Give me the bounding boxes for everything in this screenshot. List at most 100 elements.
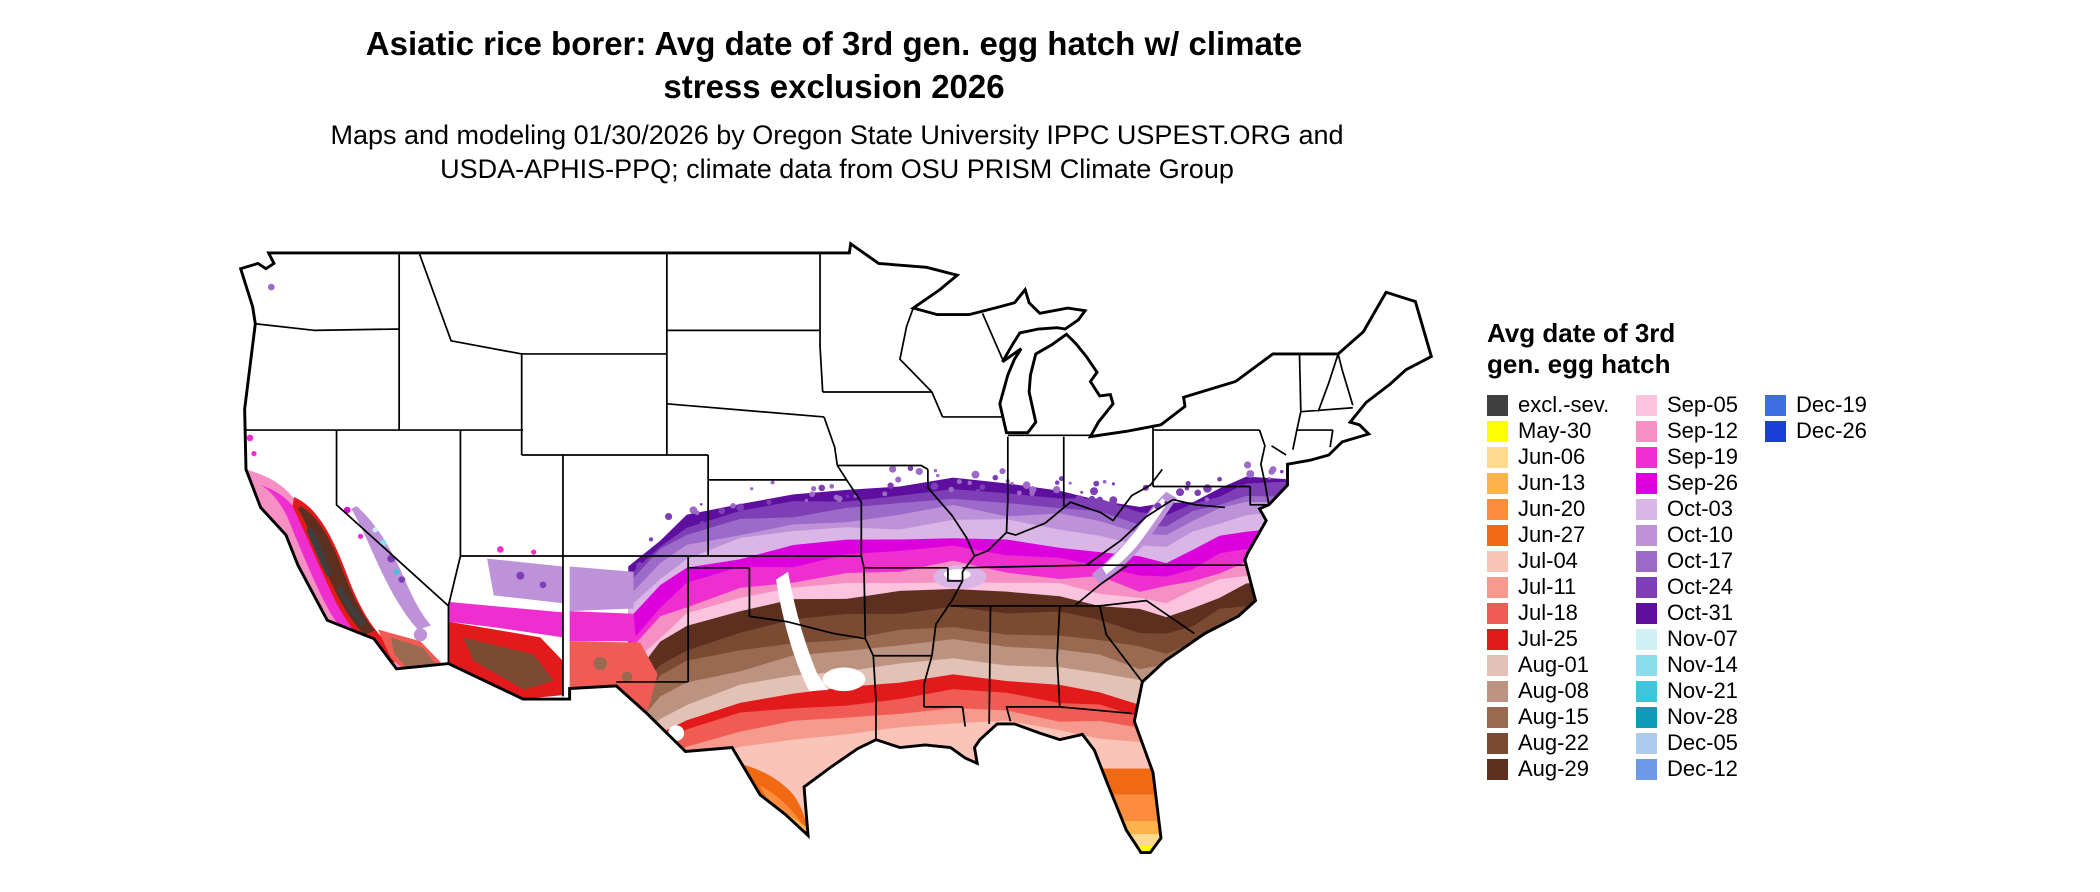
speckle (1102, 479, 1107, 484)
legend-item: Jun-27 (1487, 522, 1636, 548)
nm-brown-patch (593, 657, 607, 671)
legend-item: excl.-sev. (1487, 392, 1636, 418)
sierra-cyan-dot (393, 569, 400, 575)
legend-swatch (1487, 394, 1508, 416)
llano-white-tongue (776, 571, 829, 692)
sierra-cyan-dot (372, 527, 378, 533)
puget-purple-dot (267, 283, 275, 291)
speckle (818, 484, 826, 492)
legend-item: Jul-04 (1487, 548, 1636, 574)
nv-magenta-dot (343, 506, 351, 514)
legend-label: Sep-12 (1667, 418, 1738, 443)
speckle (1368, 461, 1377, 469)
legend-column: Sep-05 Sep-12 Sep-19 Sep-26 Oct-03 Oct-10 Oct-… (1636, 392, 1765, 782)
speckle (829, 483, 835, 489)
speckle (1194, 489, 1202, 497)
norcal-coast-dot (251, 451, 257, 457)
state-borders (244, 252, 1354, 740)
speckle (636, 562, 644, 570)
legend-item: Oct-31 (1636, 600, 1765, 626)
speckle (889, 465, 897, 473)
legend-item: Jun-13 (1487, 470, 1636, 496)
legend-label: Aug-29 (1518, 756, 1589, 781)
nm-south-red (569, 641, 658, 714)
legend-swatch (1487, 524, 1508, 546)
title-line-2: stress exclusion 2026 (663, 68, 1005, 105)
speckle (1010, 481, 1014, 486)
nm-mid-magenta (569, 611, 637, 642)
az-north-purple (487, 558, 563, 604)
legend-label: May-30 (1518, 418, 1592, 443)
nm-brown-patch (621, 671, 633, 682)
legend-item: Sep-19 (1636, 444, 1765, 470)
speckle (1058, 476, 1065, 482)
speckle (887, 482, 894, 489)
legend-label: Nov-14 (1667, 652, 1738, 677)
speckle (882, 491, 888, 497)
legend-swatch (1487, 602, 1508, 624)
speckle (1109, 496, 1118, 505)
speckle (1075, 495, 1084, 504)
speckle (750, 487, 754, 491)
legend-label: Jul-25 (1518, 626, 1578, 651)
legend-label: Dec-05 (1667, 730, 1738, 755)
legend-item: Nov-28 (1636, 704, 1765, 730)
ca-exclusion-patch-2 (336, 584, 366, 627)
legend-swatch (1487, 706, 1508, 728)
speckle (736, 503, 745, 512)
legend-swatch (1487, 628, 1508, 650)
legend-swatch (1487, 498, 1508, 520)
speckle (1111, 482, 1116, 486)
legend-item: Nov-14 (1636, 652, 1765, 678)
legend-swatch (1636, 654, 1657, 676)
ca-coast-pink (245, 469, 402, 669)
legend-item: Sep-26 (1636, 470, 1765, 496)
legend-item: Oct-17 (1636, 548, 1765, 574)
speckle (936, 473, 940, 478)
date-bands (628, 474, 1432, 853)
speckle (992, 474, 999, 481)
legend-label: Aug-15 (1518, 704, 1589, 729)
legend-swatch (1636, 394, 1657, 416)
legend-item: Nov-21 (1636, 678, 1765, 704)
speckle (1080, 490, 1084, 494)
legend-swatch (1765, 394, 1786, 416)
speckle (907, 465, 914, 471)
speckle (933, 468, 938, 473)
legend-label: Jun-20 (1518, 496, 1586, 521)
speckle (699, 520, 705, 526)
ut-magenta-dot (497, 546, 504, 553)
title-line-1: Asiatic rice borer: Avg date of 3rd gen.… (365, 25, 1303, 62)
subtitle-line-2: USDA-APHIS-PPQ; climate data from OSU PR… (440, 154, 1234, 184)
speckle (1243, 461, 1252, 469)
speckle (1370, 480, 1375, 484)
legend-item: Dec-05 (1636, 730, 1765, 756)
speckle (810, 485, 817, 492)
legend-label: Dec-19 (1796, 392, 1867, 417)
legend-swatch (1487, 654, 1508, 676)
legend-label: Aug-22 (1518, 730, 1589, 755)
legend-label: Jun-06 (1518, 444, 1586, 469)
speckle (1364, 470, 1370, 476)
speckle (1268, 476, 1271, 480)
legend-label: Oct-24 (1667, 574, 1734, 599)
legend-item: Oct-24 (1636, 574, 1765, 600)
legend-label: Aug-08 (1518, 678, 1589, 703)
speckle (948, 486, 955, 493)
speckle (664, 512, 673, 521)
speckle (1217, 476, 1222, 482)
legend-swatch (1487, 472, 1508, 494)
speckle (1096, 496, 1103, 503)
legend-swatch (1765, 420, 1786, 442)
legend-label: Nov-07 (1667, 626, 1738, 651)
legend-swatch (1487, 680, 1508, 702)
speckle (1311, 471, 1319, 479)
speckle (1246, 470, 1255, 478)
legend-swatch (1487, 420, 1508, 442)
speckle (1023, 483, 1027, 487)
legend-label: Nov-28 (1667, 704, 1738, 729)
speckle (1093, 480, 1100, 487)
legend-item: Aug-15 (1487, 704, 1636, 730)
legend-label: Jul-18 (1518, 600, 1578, 625)
speckle (1310, 472, 1316, 477)
